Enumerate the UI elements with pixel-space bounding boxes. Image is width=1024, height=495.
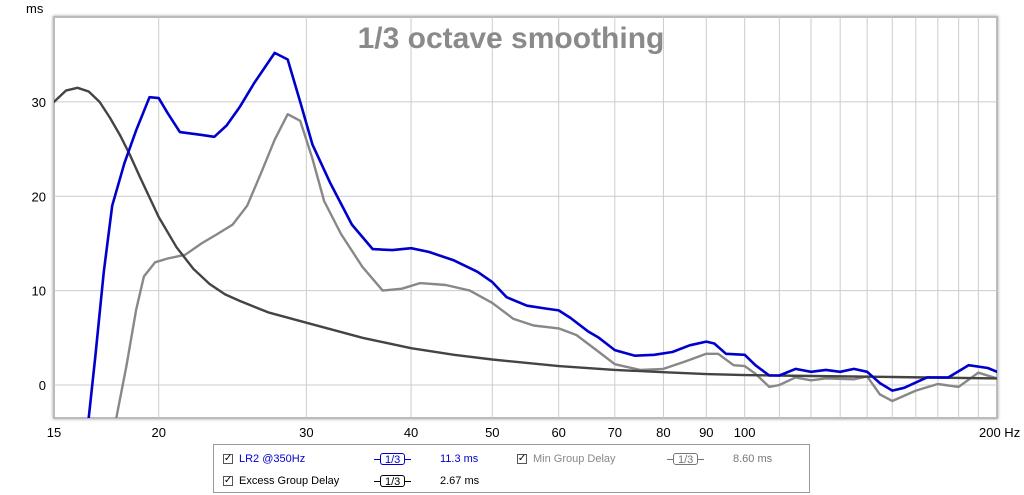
y-tick-label: 0 bbox=[39, 378, 46, 393]
axes: 15 20 30 40 50 60 70 80 90 100 200 Hz 0 10 20 30 bbox=[32, 95, 1021, 440]
y-axis-unit: ms bbox=[26, 1, 44, 16]
x-tick-label: 30 bbox=[299, 425, 313, 440]
x-tick-label: 20 bbox=[151, 425, 165, 440]
smoothing-button-label: 1/3 bbox=[380, 475, 406, 488]
x-tick-label: 40 bbox=[404, 425, 418, 440]
legend-item-lr2[interactable]: ✓ LR2 @350Hz bbox=[223, 452, 305, 466]
x-tick-label: 60 bbox=[551, 425, 565, 440]
x-tick-label: 15 bbox=[47, 425, 61, 440]
legend-checkbox-excess-group-delay[interactable]: ✓ bbox=[223, 475, 233, 486]
smoothing-button-label: 1/3 bbox=[380, 453, 406, 466]
series-layer bbox=[54, 51, 997, 418]
x-tick-label: 50 bbox=[485, 425, 499, 440]
legend-item-excess-group-delay[interactable]: ✓ Excess Group Delay bbox=[223, 474, 339, 488]
y-tick-label: 10 bbox=[32, 284, 46, 299]
x-tick-label: 90 bbox=[699, 425, 713, 440]
grid bbox=[54, 17, 997, 418]
legend-value-lr2: 11.3 ms bbox=[440, 453, 479, 465]
y-tick-label: 30 bbox=[32, 95, 46, 110]
x-tick-label: 200 Hz bbox=[979, 425, 1020, 440]
legend-value-excess-group-delay: 2.67 ms bbox=[440, 475, 480, 487]
smoothing-button-excess-group-delay[interactable]: 1/3 bbox=[374, 474, 412, 488]
legend-label-excess-group-delay: Excess Group Delay bbox=[239, 475, 340, 487]
chart-title: 1/3 octave smoothing bbox=[358, 22, 665, 55]
series-line-excess-group-delay bbox=[115, 113, 997, 418]
legend-checkbox-lr2[interactable]: ✓ bbox=[223, 453, 233, 464]
smoothing-button-label: 1/3 bbox=[673, 453, 699, 466]
legend-value-min-group-delay: 8.60 ms bbox=[733, 453, 773, 465]
group-delay-chart: 15 20 30 40 50 60 70 80 90 100 200 Hz 0 10 20 30 1/3 o… bbox=[26, 1, 1021, 440]
legend-checkbox-min-group-delay[interactable]: ✓ bbox=[517, 453, 527, 464]
series-line-min-group-delay bbox=[54, 86, 997, 380]
y-tick-label: 20 bbox=[32, 189, 46, 204]
legend-item-min-group-delay[interactable]: ✓ Min Group Delay bbox=[517, 452, 616, 466]
smoothing-button-lr2[interactable]: 1/3 bbox=[374, 452, 412, 466]
plot-frame bbox=[53, 16, 998, 419]
legend-label-lr2: LR2 @350Hz bbox=[239, 453, 306, 465]
x-tick-label: 100 bbox=[734, 425, 756, 440]
legend-label-min-group-delay: Min Group Delay bbox=[533, 453, 616, 465]
x-tick-label: 80 bbox=[656, 425, 670, 440]
series-line-lr2-350hz bbox=[87, 51, 997, 418]
smoothing-button-min-group-delay[interactable]: 1/3 bbox=[667, 452, 705, 466]
x-tick-label: 70 bbox=[608, 425, 622, 440]
legend: ✓ LR2 @350Hz 1/3 11.3 ms ✓ Min Group Del… bbox=[213, 444, 810, 493]
